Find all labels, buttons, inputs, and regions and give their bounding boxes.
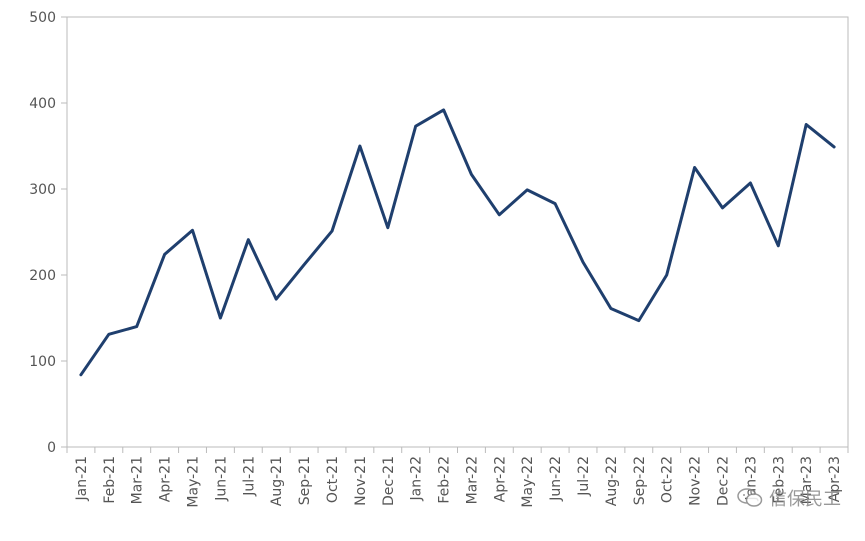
wechat-icon <box>737 488 763 507</box>
x-tick-label: Jan-21 <box>74 456 90 501</box>
x-tick-label: Oct-22 <box>660 456 676 503</box>
x-tick-label: Mar-23 <box>799 456 815 504</box>
x-tick-label: Apr-22 <box>492 456 508 502</box>
x-tick-label: Nov-22 <box>688 456 704 506</box>
series-line <box>79 108 836 377</box>
y-tick-label: 400 <box>29 96 56 112</box>
y-tick-label: 300 <box>29 182 56 198</box>
x-tick-label: Jun-22 <box>548 456 564 502</box>
x-tick-label: Dec-22 <box>715 456 731 506</box>
x-tick-label: Jan-23 <box>743 456 759 501</box>
x-tick-label: Jul-21 <box>241 456 257 497</box>
x-tick-label: Jun-21 <box>213 456 229 502</box>
x-tick-label: May-21 <box>186 456 202 508</box>
y-tick-label: 100 <box>29 354 56 370</box>
x-tick-label: Mar-22 <box>464 456 480 504</box>
x-tick-label: Oct-21 <box>325 456 341 503</box>
watermark: 信保民工 <box>737 485 841 511</box>
x-tick-label: Jan-22 <box>409 456 425 501</box>
x-tick-label: Jul-22 <box>576 456 592 497</box>
x-tick-label: Feb-23 <box>771 456 787 504</box>
x-tick-label: Apr-21 <box>158 456 174 502</box>
y-tick-label: 500 <box>29 10 56 26</box>
x-tick-label: Dec-21 <box>381 456 397 506</box>
x-axis: Jan-21 Feb-21 Mar-21 Apr-21 May-21 Jun-21 Jul-… <box>66 447 849 508</box>
x-tick-label: Sep-21 <box>297 456 313 505</box>
x-tick-label: Sep-22 <box>632 456 648 505</box>
y-tick-label: 0 <box>47 440 56 456</box>
x-tick-label: Nov-21 <box>353 456 369 506</box>
y-axis: 0 100 200 300 400 500 <box>29 10 67 456</box>
x-tick-label: Feb-22 <box>437 456 453 504</box>
y-tick-label: 200 <box>29 268 56 284</box>
watermark-text: 信保民工 <box>769 489 841 510</box>
x-tick-label: Feb-21 <box>102 456 118 504</box>
x-tick-label: Apr-23 <box>827 456 843 502</box>
x-tick-label: May-22 <box>520 456 536 508</box>
x-tick-label: Mar-21 <box>130 456 146 504</box>
x-tick-label: Aug-22 <box>604 456 620 506</box>
x-tick-label: Aug-21 <box>269 456 285 506</box>
